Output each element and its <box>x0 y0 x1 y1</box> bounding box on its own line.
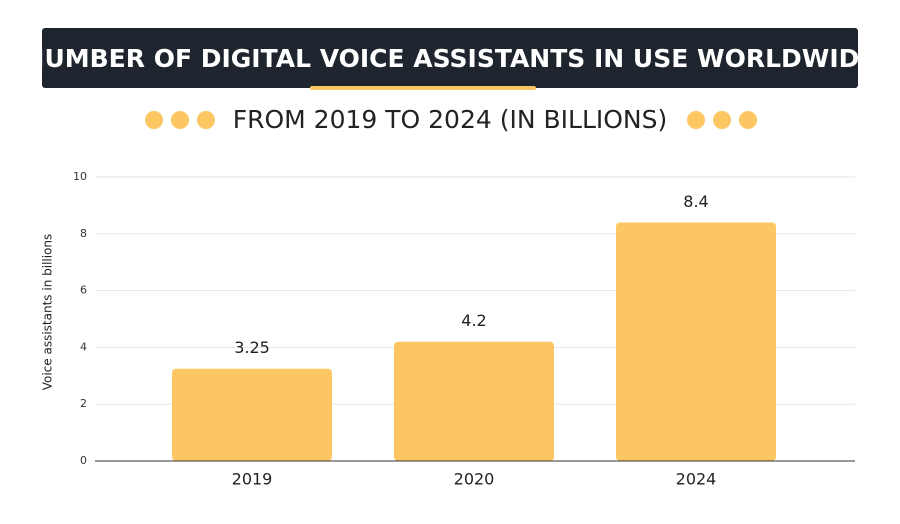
x-tick-label: 2020 <box>454 470 495 489</box>
value-label: 3.25 <box>234 338 270 357</box>
y-axis-label: Voice assistants in billions <box>41 234 55 391</box>
chart-subtitle: FROM 2019 TO 2024 (IN BILLIONS) <box>233 105 668 134</box>
value-label: 4.2 <box>461 311 486 330</box>
x-tick-label: 2019 <box>232 470 273 489</box>
value-label: 8.4 <box>683 192 708 211</box>
bar <box>172 368 332 461</box>
y-tick-label: 0 <box>80 454 87 467</box>
chart-title: NUMBER OF DIGITAL VOICE ASSISTANTS IN US… <box>24 44 877 73</box>
title-accent <box>310 86 536 90</box>
y-tick-label: 8 <box>80 227 87 240</box>
y-tick-label: 4 <box>80 340 87 353</box>
title-box <box>42 28 858 88</box>
y-tick-label: 6 <box>80 284 87 297</box>
bar <box>616 222 776 461</box>
y-tick-label: 2 <box>80 397 87 410</box>
decoration-dots <box>145 111 757 129</box>
y-tick-label: 10 <box>73 170 87 183</box>
x-tick-label: 2024 <box>676 470 717 489</box>
bar <box>394 341 554 461</box>
